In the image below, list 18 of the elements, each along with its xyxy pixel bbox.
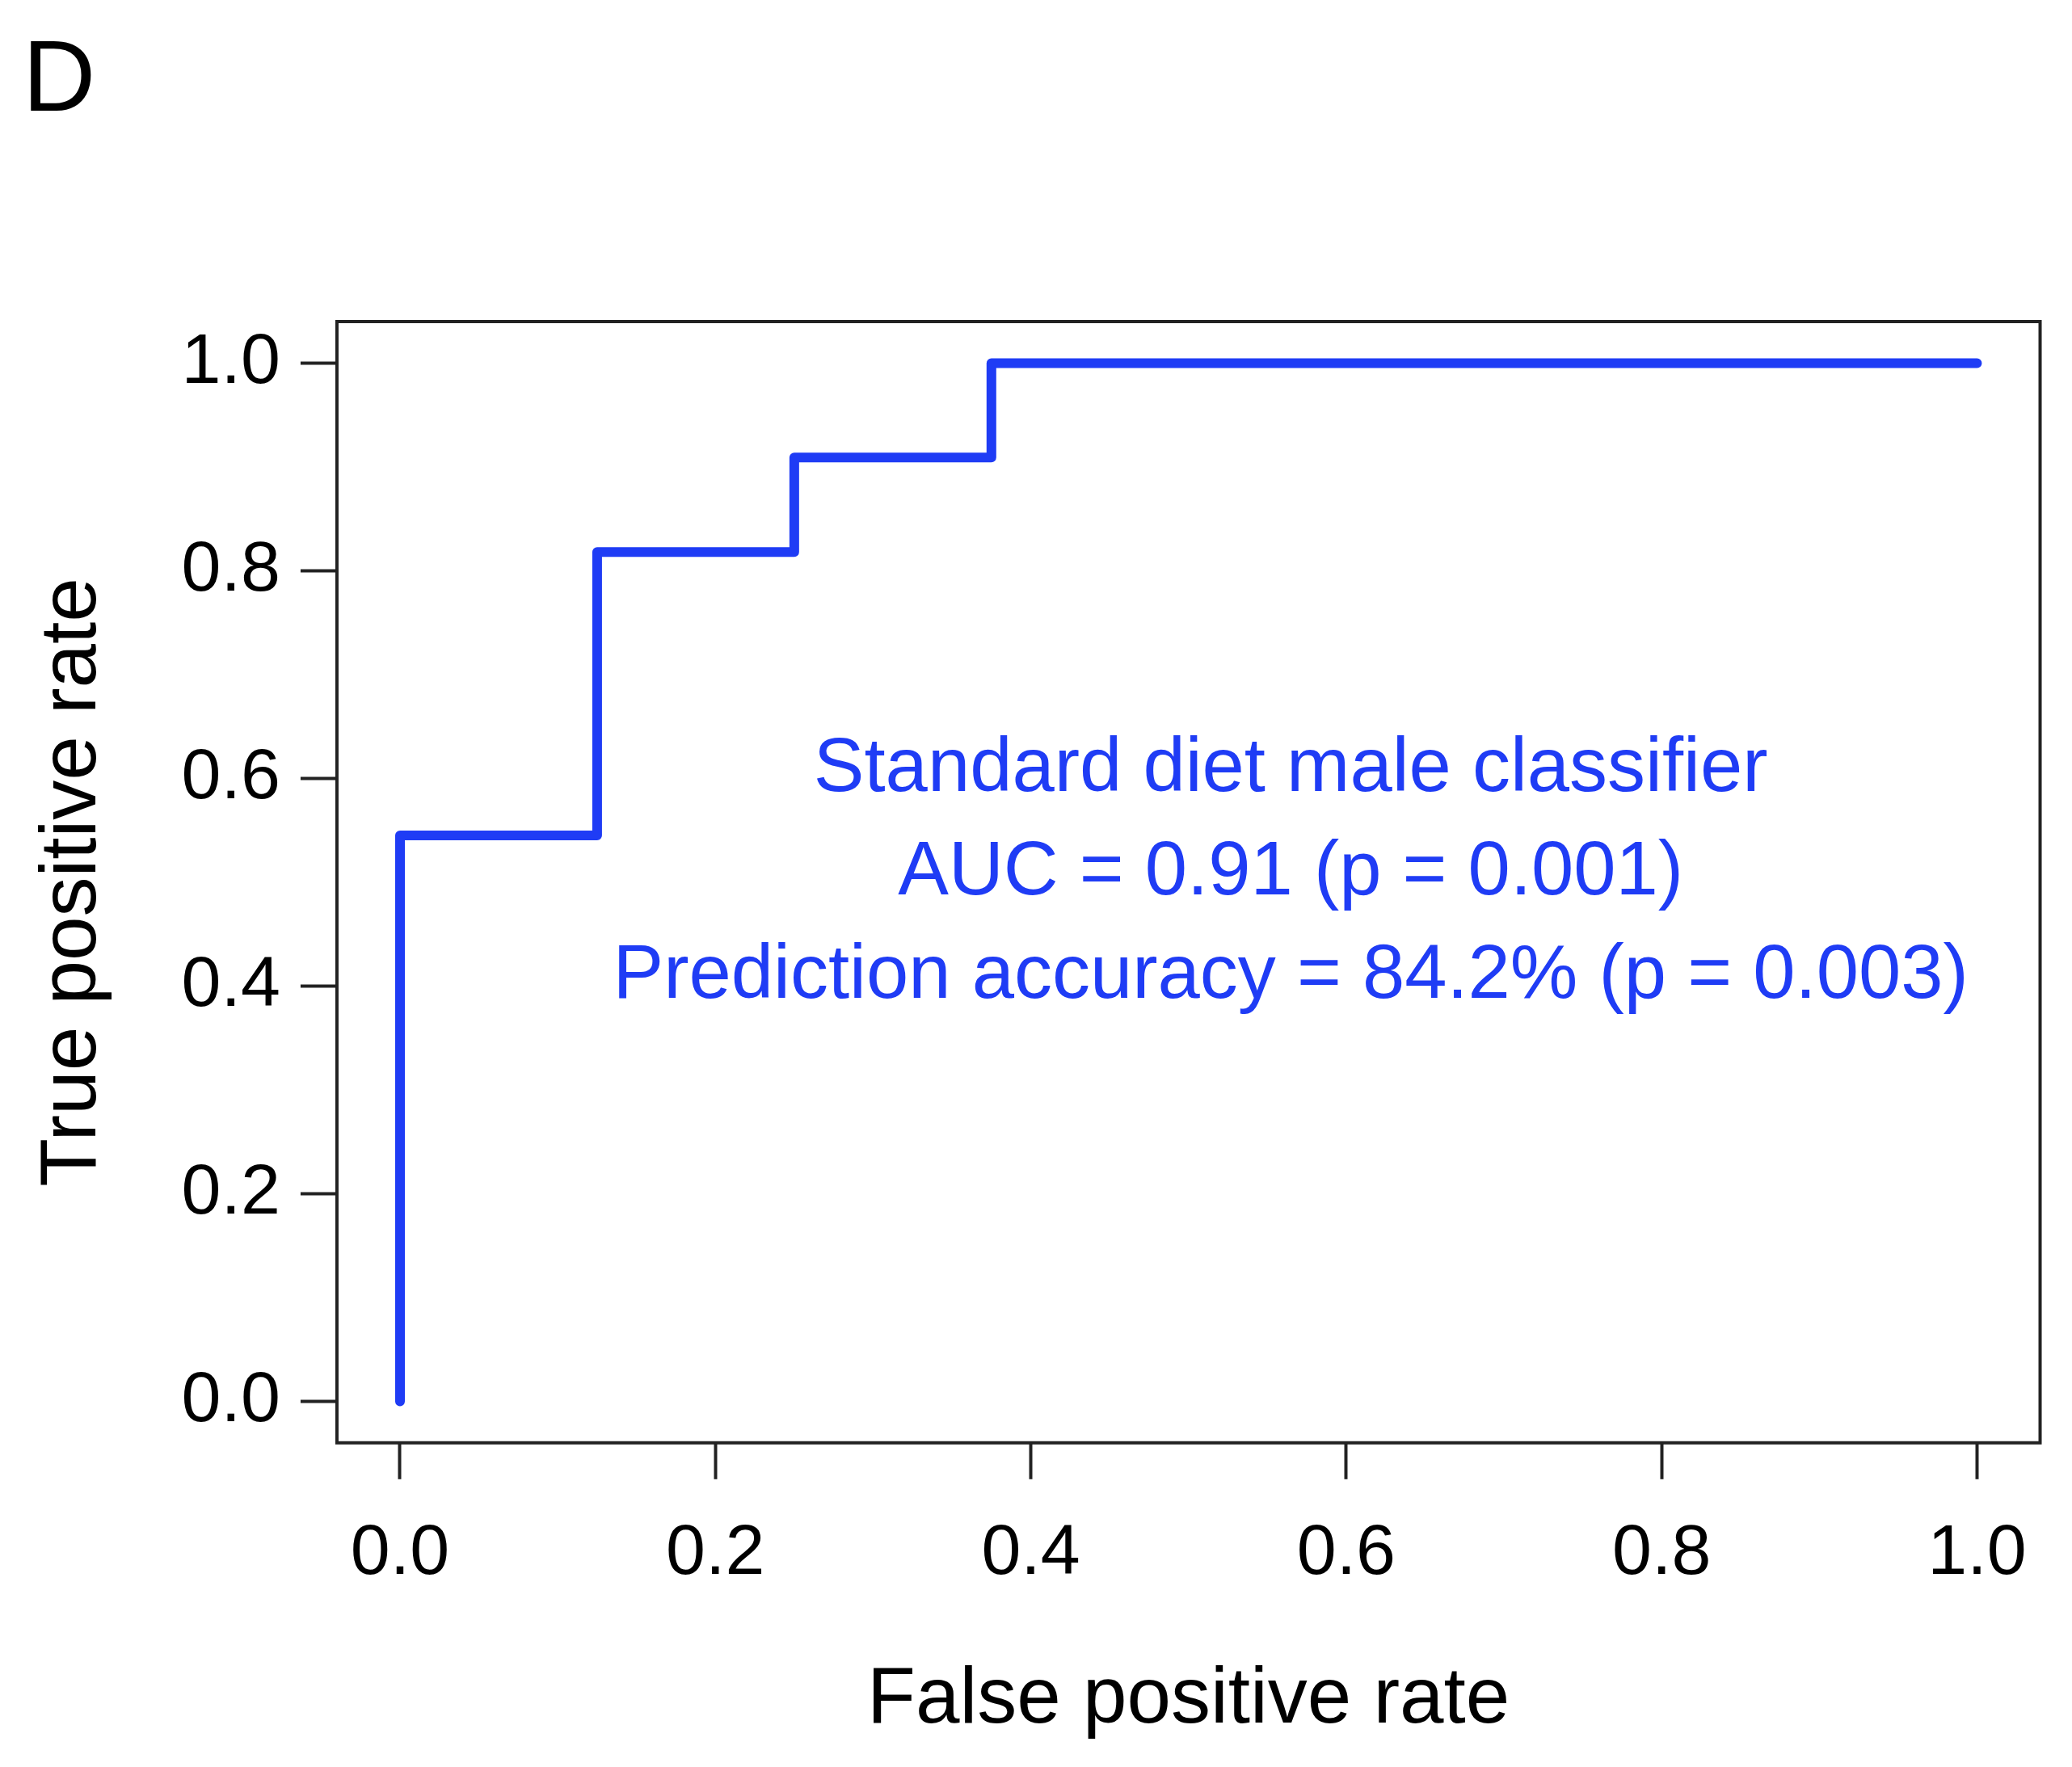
annotation: Standard diet male classifier	[813, 722, 1768, 808]
x-tick-label: 0.2	[666, 1508, 765, 1589]
chart-title: D	[23, 19, 96, 133]
y-tick-label: 0.6	[181, 733, 280, 814]
y-tick-label: 0.2	[181, 1148, 280, 1229]
y-tick-label: 0.8	[181, 525, 280, 606]
y-tick-label: 0.0	[181, 1356, 280, 1437]
annotation: Prediction accuracy = 84.2% (p = 0.003)	[613, 929, 1969, 1015]
y-axis-title: True positive rate	[23, 578, 112, 1187]
x-tick-label: 0.4	[981, 1508, 1080, 1589]
x-tick-label: 0.6	[1296, 1508, 1396, 1589]
annotation: AUC = 0.91 (p = 0.001)	[898, 826, 1684, 911]
x-tick-label: 0.8	[1612, 1508, 1712, 1589]
x-tick-label: 0.0	[350, 1508, 450, 1589]
y-tick-label: 0.4	[181, 940, 280, 1021]
y-tick-label: 1.0	[181, 318, 280, 398]
x-tick-label: 1.0	[1927, 1508, 2027, 1589]
x-axis-title: False positive rate	[867, 1651, 1510, 1740]
